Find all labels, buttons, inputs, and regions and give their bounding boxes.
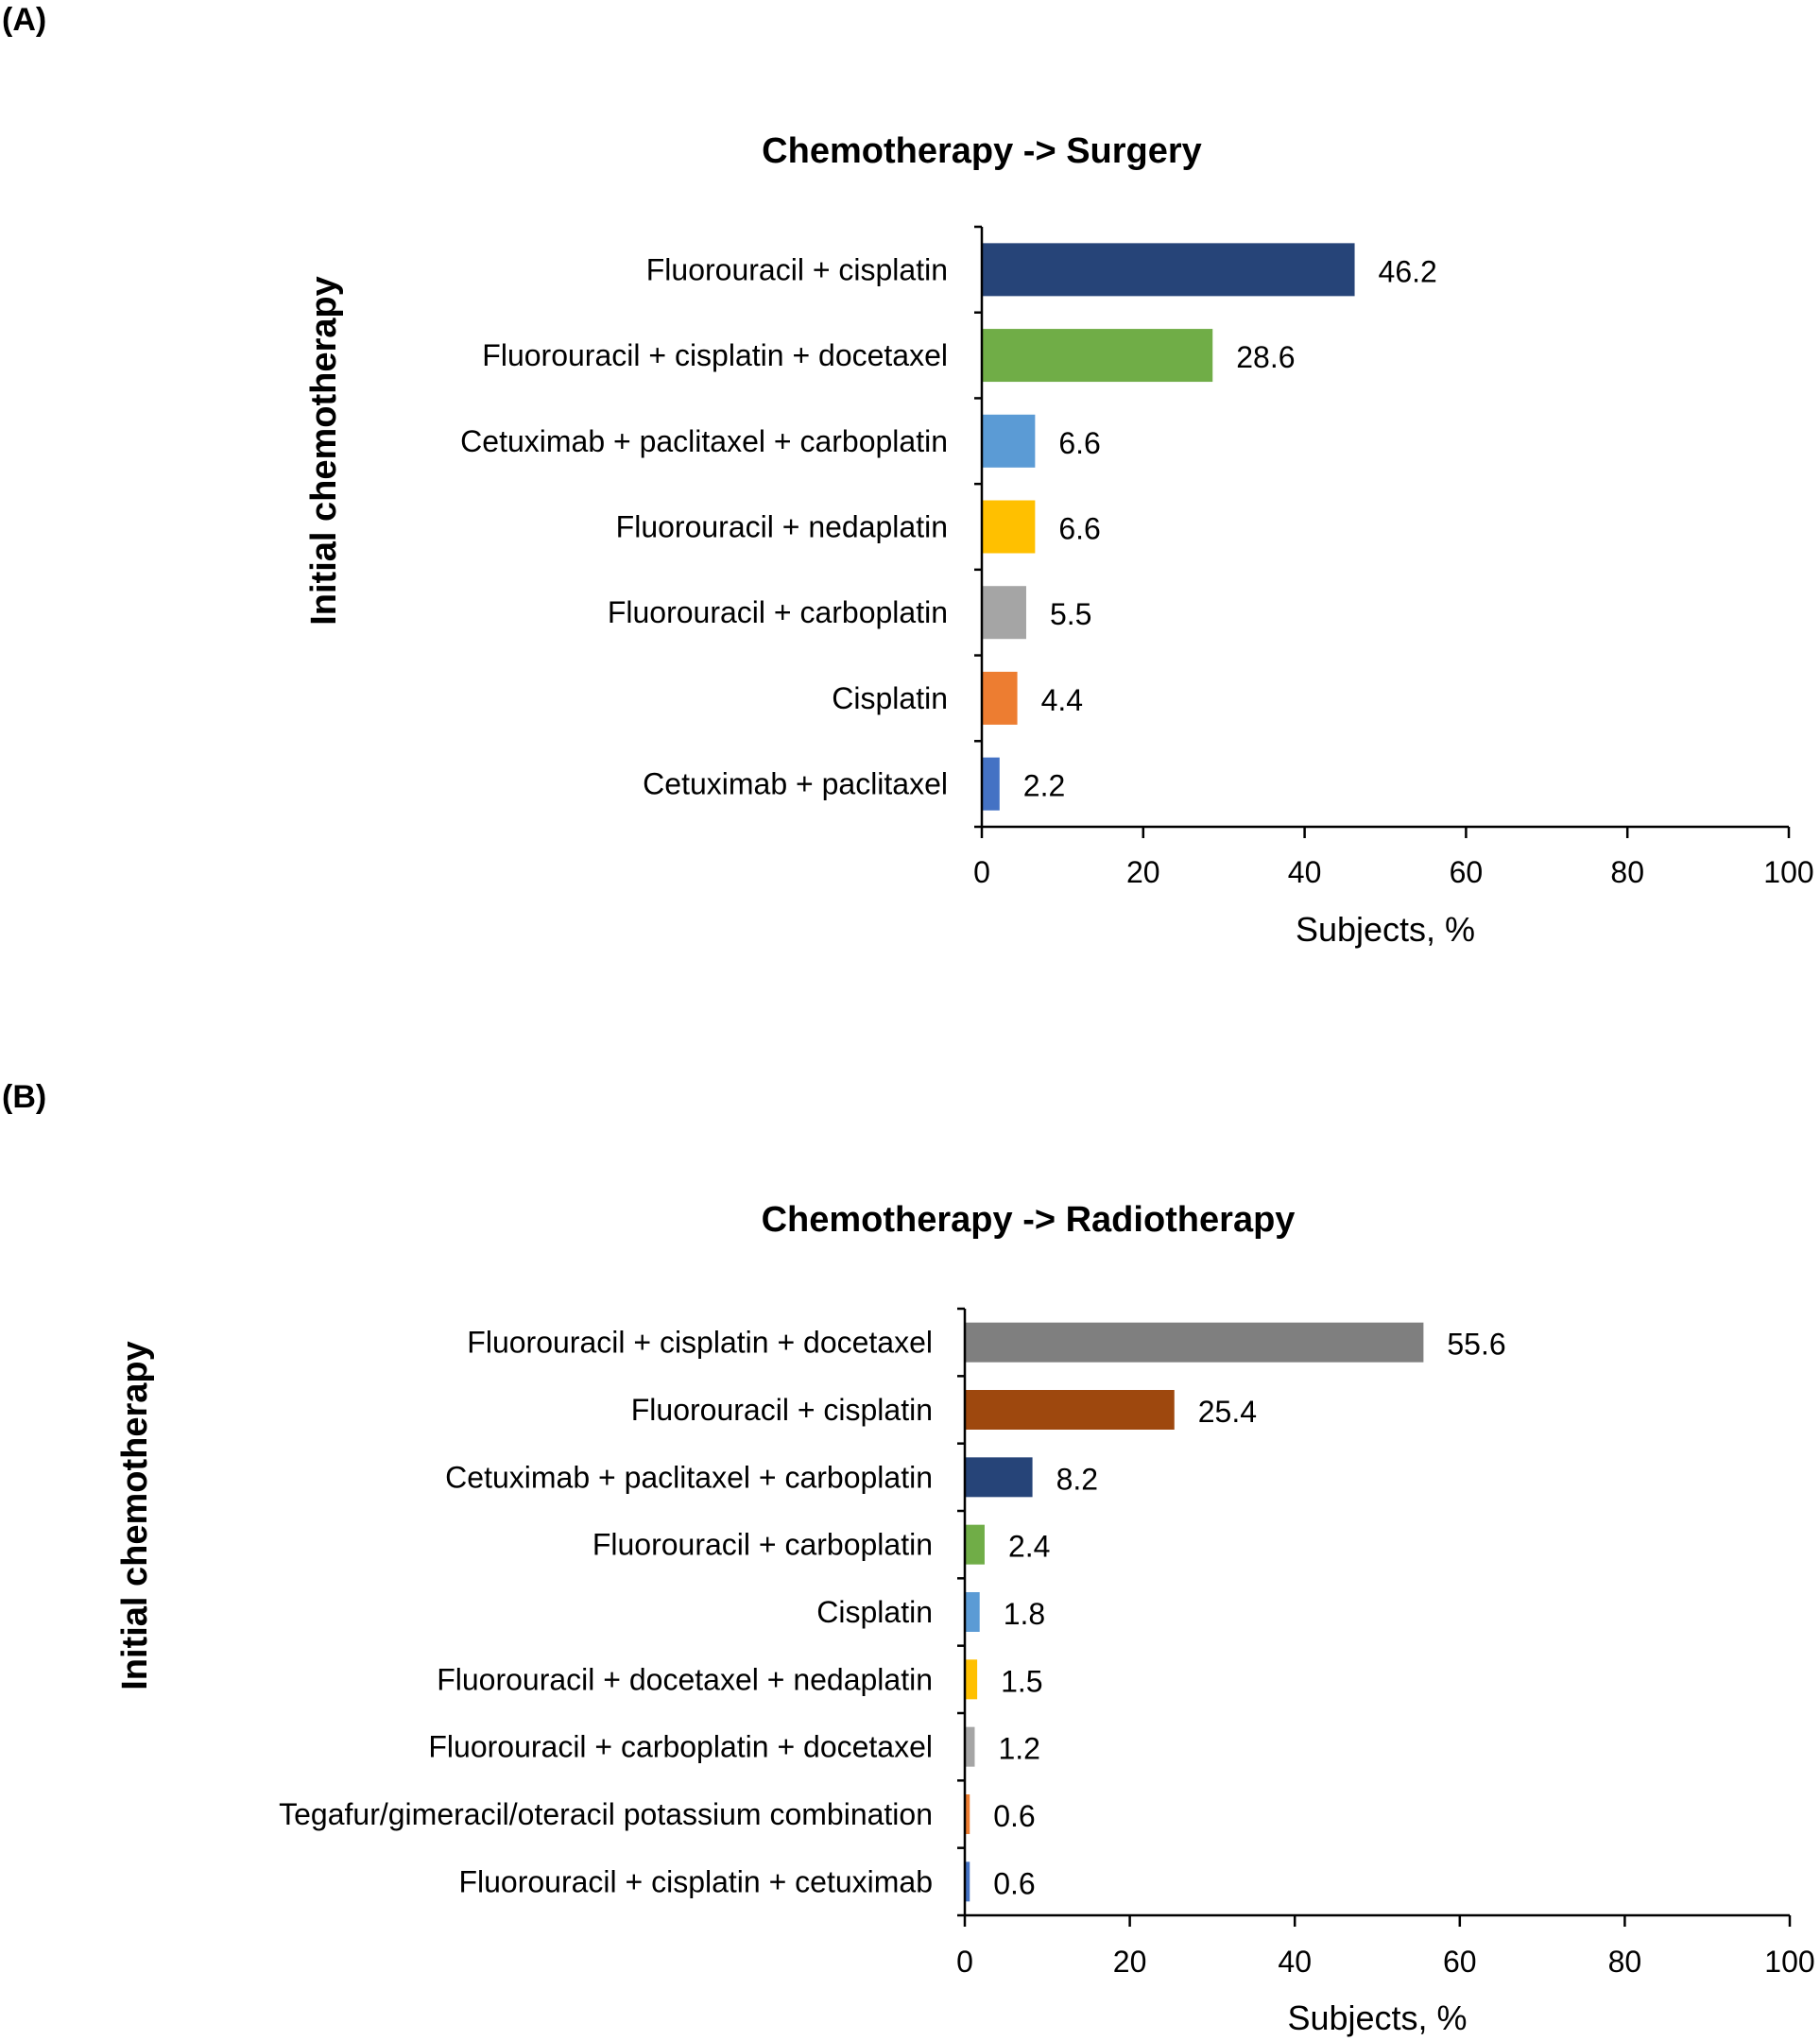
x-tick-label: 0 — [973, 855, 990, 889]
category-label: Fluorouracil + cisplatin + cetuximab — [458, 1864, 933, 1898]
value-label: 1.5 — [1001, 1664, 1042, 1698]
x-tick-label: 60 — [1443, 1945, 1477, 1979]
chemotherapy-radiotherapy-title: Chemotherapy -> Radiotherapy — [762, 1200, 1296, 1240]
x-tick-label: 40 — [1288, 855, 1322, 889]
chemotherapy-radiotherapy-x-axis-title: Subjects, % — [1287, 1998, 1467, 2037]
category-label: Fluorouracil + cisplatin + docetaxel — [482, 338, 948, 372]
category-label: Cisplatin — [816, 1595, 933, 1629]
category-label: Cetuximab + paclitaxel — [643, 767, 948, 801]
value-label: 4.4 — [1041, 683, 1083, 717]
x-tick-label: 60 — [1450, 855, 1484, 889]
bar-1 — [983, 243, 1355, 297]
x-tick-label: 100 — [1763, 855, 1813, 889]
chemotherapy-surgery-x-axis-title: Subjects, % — [1296, 910, 1475, 949]
x-tick-label: 0 — [956, 1945, 973, 1979]
value-label: 0.6 — [993, 1866, 1035, 1900]
bar-4 — [966, 1524, 985, 1565]
bar-9 — [966, 1861, 970, 1902]
value-label: 46.2 — [1379, 254, 1437, 288]
category-label: Fluorouracil + carboplatin — [592, 1528, 933, 1562]
category-label: Tegafur/gimeracil/oteracil potassium com… — [279, 1797, 933, 1831]
value-label: 1.2 — [998, 1732, 1039, 1766]
value-label: 1.8 — [1004, 1597, 1045, 1631]
x-tick-label: 40 — [1278, 1945, 1312, 1979]
value-label: 5.5 — [1050, 597, 1091, 631]
bar-6 — [966, 1659, 978, 1700]
panel-b-label: (B) — [2, 1079, 47, 1115]
value-label: 2.4 — [1008, 1530, 1050, 1564]
bar-2 — [966, 1390, 1175, 1430]
value-label: 6.6 — [1058, 512, 1100, 546]
x-tick-label: 80 — [1610, 855, 1644, 889]
bar-3 — [966, 1457, 1033, 1498]
bar-8 — [966, 1794, 970, 1834]
bar-5 — [983, 586, 1026, 640]
bar-4 — [983, 500, 1036, 554]
category-label: Cetuximab + paclitaxel + carboplatin — [460, 424, 948, 458]
value-label: 8.2 — [1056, 1462, 1098, 1496]
bar-7 — [966, 1726, 975, 1767]
category-label: Fluorouracil + cisplatin — [646, 252, 948, 286]
category-label: Cisplatin — [832, 681, 948, 715]
chemotherapy-radiotherapy-y-axis-title: Initial chemotherapy — [115, 1341, 155, 1690]
bar-6 — [983, 671, 1018, 725]
category-label: Fluorouracil + cisplatin + docetaxel — [467, 1326, 933, 1360]
value-label: 28.6 — [1236, 340, 1295, 374]
panel-a-label: (A) — [2, 2, 47, 38]
category-label: Fluorouracil + carboplatin + docetaxel — [428, 1730, 933, 1764]
category-label: Fluorouracil + carboplatin — [608, 595, 948, 629]
bar-1 — [966, 1322, 1424, 1363]
x-tick-label: 20 — [1126, 855, 1160, 889]
x-tick-label: 80 — [1608, 1945, 1642, 1979]
category-label: Fluorouracil + docetaxel + nedaplatin — [437, 1662, 933, 1696]
chemotherapy-surgery-y-axis-title: Initial chemotherapy — [304, 276, 344, 626]
x-tick-label: 100 — [1764, 1945, 1814, 1979]
value-label: 2.2 — [1023, 769, 1065, 803]
value-label: 6.6 — [1058, 426, 1100, 460]
bar-2 — [983, 329, 1213, 383]
chemotherapy-surgery-title: Chemotherapy -> Surgery — [762, 131, 1202, 171]
category-label: Fluorouracil + cisplatin — [631, 1393, 933, 1427]
chart-chemo-surgery: Chemotherapy -> Surgery Initial chemother… — [304, 131, 1814, 949]
x-tick-label: 20 — [1113, 1945, 1147, 1979]
category-label: Cetuximab + paclitaxel + carboplatin — [445, 1460, 933, 1494]
chart-chemo-radiotherapy: Chemotherapy -> Radiotherapy Initial chem… — [115, 1200, 1815, 2037]
value-label: 55.6 — [1447, 1328, 1505, 1362]
category-label: Fluorouracil + nedaplatin — [616, 510, 948, 544]
value-label: 25.4 — [1198, 1395, 1257, 1429]
bar-7 — [983, 757, 1000, 811]
bar-3 — [983, 414, 1036, 468]
value-label: 0.6 — [993, 1799, 1035, 1833]
bar-5 — [966, 1592, 980, 1632]
